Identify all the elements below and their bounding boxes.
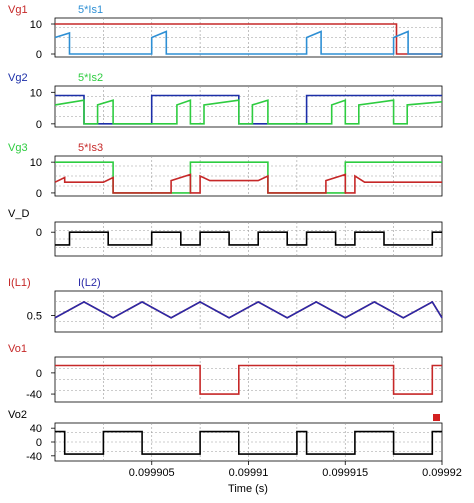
series-name: Vg2 bbox=[8, 72, 28, 84]
series-name: I(L2) bbox=[78, 277, 101, 289]
series-line-5-is2 bbox=[54, 99, 443, 125]
series-name: 5*Is2 bbox=[78, 72, 103, 84]
x-tick-label: 0.09992 bbox=[422, 467, 462, 479]
y-tick-label: 10 bbox=[30, 87, 42, 99]
series-name: Vg3 bbox=[8, 142, 28, 154]
cursor-marker bbox=[433, 414, 440, 421]
series-name: 5*Is3 bbox=[78, 142, 103, 154]
x-tick-label: 0.099905 bbox=[129, 467, 175, 479]
x-tick-label: 0.099915 bbox=[322, 467, 368, 479]
y-tick-label: 40 bbox=[30, 423, 42, 435]
series-name: 5*Is1 bbox=[78, 4, 103, 16]
y-tick-label: 0 bbox=[36, 188, 42, 200]
series-name: Vg1 bbox=[8, 4, 28, 16]
series-name: I(L1) bbox=[8, 277, 31, 289]
series-line-i-l2- bbox=[54, 300, 443, 319]
x-tick-label: 0.09991 bbox=[229, 467, 269, 479]
series-line-v-d bbox=[55, 231, 442, 246]
series-line-5-is3 bbox=[54, 173, 442, 194]
series-line-5-is1 bbox=[54, 30, 442, 55]
y-tick-label: 0 bbox=[36, 227, 42, 239]
y-tick-label: -40 bbox=[26, 451, 42, 463]
y-tick-label: 0 bbox=[36, 119, 42, 131]
series-name: Vo2 bbox=[8, 409, 27, 421]
series-line-vo1 bbox=[55, 364, 442, 395]
y-tick-label: 0 bbox=[36, 437, 42, 449]
y-tick-label: 10 bbox=[30, 19, 42, 31]
y-tick-label: 0 bbox=[36, 368, 42, 380]
y-tick-label: 0 bbox=[36, 49, 42, 61]
y-tick-label: 10 bbox=[30, 157, 42, 169]
y-tick-label: -40 bbox=[26, 389, 42, 401]
series-name: Vo1 bbox=[8, 343, 27, 355]
x-axis-label: Time (s) bbox=[228, 483, 268, 495]
series-line-vo2 bbox=[55, 430, 442, 455]
series-name: V_D bbox=[8, 208, 29, 220]
y-tick-label: 0.5 bbox=[27, 311, 42, 323]
